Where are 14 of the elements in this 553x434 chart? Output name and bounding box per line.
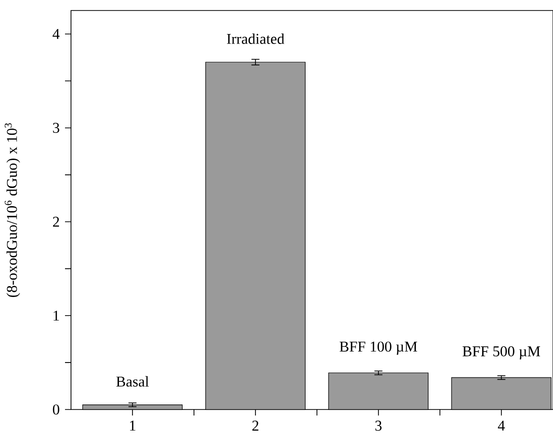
- x-tick-label: 2: [252, 420, 258, 431]
- y-tick-label: 2: [53, 216, 59, 227]
- x-tick-label: 1: [130, 420, 136, 431]
- annotation: BFF 500 µM: [462, 346, 540, 360]
- y-tick-label: 3: [53, 122, 60, 133]
- annotation: Basal: [116, 376, 149, 387]
- y-tick-label: 1: [54, 310, 59, 321]
- x-tick-label: 3: [375, 420, 382, 431]
- y-tick-label: 4: [52, 29, 60, 39]
- y-tick-label: 0: [52, 404, 60, 415]
- annotation: Irradiated: [226, 33, 284, 44]
- y-axis-title: (8-oxodGuo/10$^{6}$ dGuo) x 10$^{3}$: [4, 123, 20, 298]
- x-tick-label: 4: [498, 420, 505, 431]
- annotation: BFF 100 µM: [340, 342, 418, 355]
